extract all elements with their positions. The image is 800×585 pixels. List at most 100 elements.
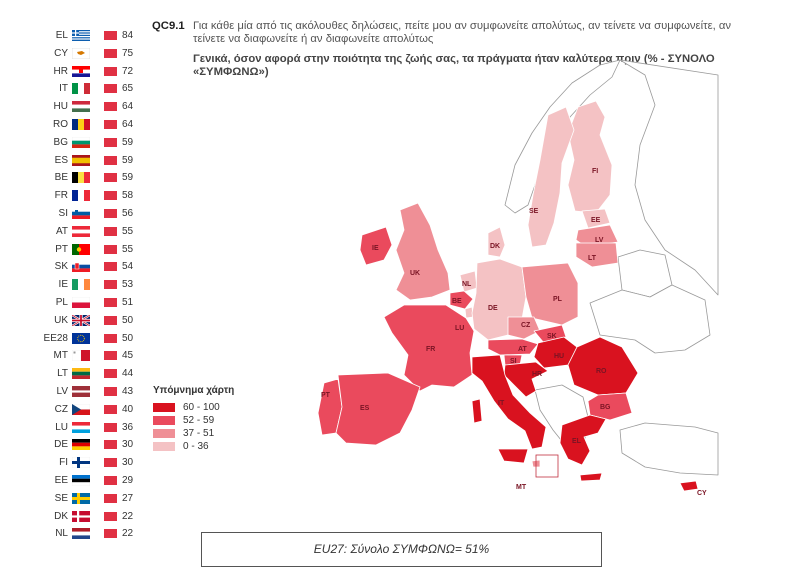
flag-icon <box>72 439 90 451</box>
value-swatch <box>104 475 117 485</box>
country-value: 44 <box>122 368 134 380</box>
country-value: 64 <box>122 101 134 113</box>
ranking-row: FR 58 <box>38 187 148 205</box>
ranking-row: LT 44 <box>38 365 148 383</box>
country-code: CY <box>54 47 68 59</box>
value-swatch <box>104 137 117 147</box>
country-value: 65 <box>122 83 134 95</box>
ranking-row: RO 64 <box>38 116 148 134</box>
malta-inset-box <box>535 454 559 478</box>
country-pl <box>521 262 579 326</box>
country-dk <box>487 226 506 258</box>
country-ranking-list: EL 84 CY 75 HR 72 IT 65 HU 64 RO 64 BG 59 ES 59 BE 59 FR 58… <box>38 27 148 543</box>
country-hr <box>503 361 549 398</box>
country-value: 22 <box>122 510 134 522</box>
country-value: 50 <box>122 314 134 326</box>
flag-icon <box>72 172 90 184</box>
ranking-row: IE 53 <box>38 276 148 294</box>
country-code: IE <box>58 279 68 291</box>
country-code: MT <box>53 350 68 362</box>
value-swatch <box>104 458 117 468</box>
legend-label: 0 - 36 <box>183 441 209 452</box>
ranking-row: LU 36 <box>38 419 148 437</box>
value-swatch <box>104 102 117 112</box>
country-code: SK <box>54 261 68 273</box>
ranking-row: CY 75 <box>38 45 148 63</box>
ranking-row: PL 51 <box>38 294 148 312</box>
value-swatch <box>104 262 117 272</box>
turkey-region <box>619 422 719 476</box>
value-swatch <box>104 440 117 450</box>
map-label: FR <box>426 346 435 353</box>
flag-icon <box>72 368 90 380</box>
country-code: BE <box>54 172 68 184</box>
country-value: 56 <box>122 207 134 219</box>
value-swatch <box>104 31 117 40</box>
country-value: 72 <box>122 65 134 77</box>
value-swatch <box>104 191 117 201</box>
flag-icon <box>72 528 90 540</box>
ranking-row: PT 55 <box>38 241 148 259</box>
flag-icon <box>72 457 90 469</box>
flag-icon <box>72 190 90 202</box>
country-ie <box>359 226 393 266</box>
question-subtitle: Γενικά, όσον αφορά στην ποιότητα της ζωή… <box>193 53 715 78</box>
country-value: 30 <box>122 457 134 469</box>
country-fr <box>383 304 475 392</box>
flag-icon <box>72 47 90 59</box>
flag-icon <box>72 296 90 308</box>
flag-icon <box>72 136 90 148</box>
value-swatch <box>104 208 117 218</box>
country-value: 75 <box>122 47 134 59</box>
map-label: SI <box>510 358 517 365</box>
value-swatch <box>104 84 117 94</box>
country-code: DE <box>54 439 68 451</box>
value-swatch <box>104 119 117 129</box>
map-label: UK <box>410 270 420 277</box>
value-swatch <box>104 315 117 325</box>
flag-icon <box>72 207 90 219</box>
map-label: LU <box>455 325 464 332</box>
country-code: FI <box>59 457 68 469</box>
country-value: 55 <box>122 243 134 255</box>
country-value: 53 <box>122 279 134 291</box>
ranking-row: DE 30 <box>38 436 148 454</box>
map-label: ES <box>360 405 370 412</box>
flag-icon <box>72 492 90 504</box>
country-value: 22 <box>122 528 134 540</box>
flag-icon <box>72 65 90 77</box>
legend-label: 37 - 51 <box>183 428 215 439</box>
map-label: EL <box>572 438 582 445</box>
map-label: CY <box>697 490 707 497</box>
country-value: 58 <box>122 190 134 202</box>
value-swatch <box>104 244 117 254</box>
map-label: SK <box>547 333 557 340</box>
map-label: NL <box>462 281 472 288</box>
country-value: 43 <box>122 385 134 397</box>
flag-icon <box>72 350 90 362</box>
ranking-row: SI 56 <box>38 205 148 223</box>
map-label: SE <box>529 208 539 215</box>
country-uk <box>395 202 451 301</box>
legend-label: 60 - 100 <box>183 402 220 413</box>
map-label: DK <box>490 243 500 250</box>
country-value: 45 <box>122 350 134 362</box>
legend-swatch <box>153 416 175 425</box>
country-el-crete <box>579 472 603 482</box>
ranking-row: UK 50 <box>38 312 148 330</box>
ranking-row: ES 59 <box>38 152 148 170</box>
ranking-row: AT 55 <box>38 223 148 241</box>
ranking-row: HR 72 <box>38 63 148 81</box>
flag-icon <box>72 279 90 291</box>
country-code: PL <box>55 296 68 308</box>
flag-icon <box>72 421 90 433</box>
country-at <box>487 338 539 356</box>
legend-swatch <box>153 403 175 412</box>
country-code: HR <box>53 65 68 77</box>
value-swatch <box>104 173 117 183</box>
ranking-row: DK 22 <box>38 508 148 526</box>
value-swatch <box>104 529 117 539</box>
value-swatch <box>104 48 117 58</box>
country-value: 36 <box>122 421 134 433</box>
country-code: DK <box>54 510 68 522</box>
